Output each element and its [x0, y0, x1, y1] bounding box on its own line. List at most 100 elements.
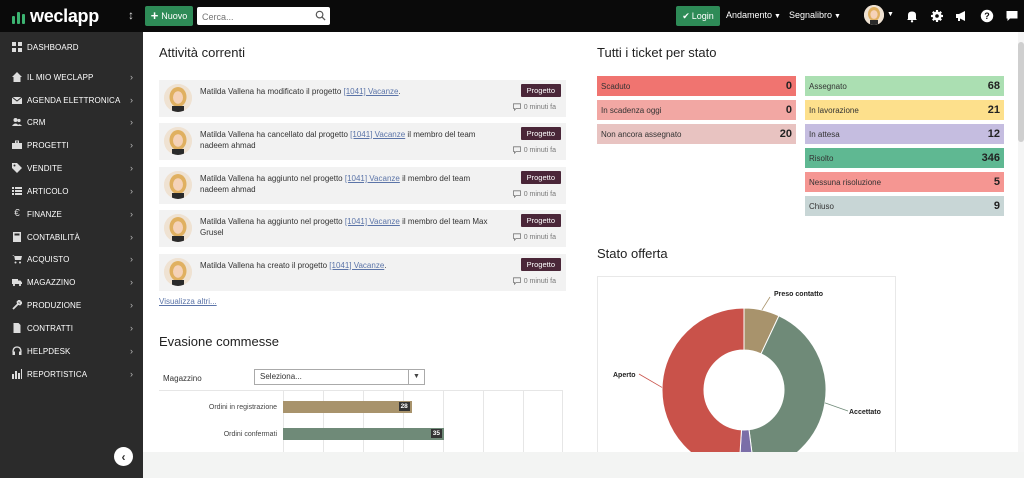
tickets-title: Tutti i ticket per stato [597, 45, 717, 60]
activity-time[interactable]: 0 minuti fa [512, 277, 556, 285]
sidebar-item-reportistica[interactable]: REPORTISTICA › [0, 363, 143, 385]
bell-icon[interactable] [905, 9, 919, 23]
sidebar-item-articolo[interactable]: ARTICOLO › [0, 180, 143, 202]
ticket-status-count: 0 [785, 104, 792, 116]
ticket-status-row[interactable]: Assegnato 68 [805, 76, 1004, 96]
ticket-status-row[interactable]: In lavorazione 21 [805, 100, 1004, 120]
login-button[interactable]: ✔ Login [676, 6, 720, 26]
avatar[interactable] [164, 258, 192, 286]
activity-time[interactable]: 0 minuti fa [512, 190, 556, 198]
top-bar: weclapp ↕ + Nuovo ✔ Login Andamento▼ Seg… [0, 0, 1024, 32]
ticket-status-row[interactable]: In attesa 12 [805, 124, 1004, 144]
project-tag[interactable]: Progetto [520, 258, 561, 271]
sidebar-item-magazzino[interactable]: MAGAZZINO › [0, 271, 143, 293]
activity-time-label: 0 minuti fa [523, 277, 556, 285]
sidebar-item-contabilita[interactable]: CONTABILITÀ › [0, 226, 143, 248]
calculator-icon [13, 232, 21, 242]
comment-icon [512, 146, 521, 154]
ticket-status-count: 346 [981, 152, 1000, 164]
sidebar-item-label: VENDITE [27, 163, 63, 173]
magazzino-select[interactable]: Seleziona... ▼ [254, 369, 425, 385]
project-link[interactable]: [1041] Vacanze [329, 261, 385, 270]
user-avatar[interactable] [864, 5, 884, 25]
chevron-right-icon: › [130, 163, 133, 173]
chevron-left-icon: ‹ [121, 449, 126, 464]
donut-slice[interactable] [748, 315, 827, 452]
scrollbar-thumb[interactable] [1018, 42, 1024, 142]
comment-icon [512, 277, 521, 285]
activity-text: Matilda Vallena ha modificato il progett… [200, 86, 490, 97]
sidebar-item-progetti[interactable]: PROGETTI › [0, 134, 143, 156]
project-tag[interactable]: Progetto [520, 84, 561, 97]
activity-item: Matilda Vallena ha creato il progetto [1… [159, 254, 566, 291]
sidebar-item-il-mio-weclapp[interactable]: IL MIO WECLAPP › [0, 66, 143, 88]
avatar[interactable] [164, 84, 192, 112]
activity-time[interactable]: 0 minuti fa [512, 146, 556, 154]
project-link[interactable]: [1041] Vacanze [343, 87, 399, 96]
project-tag[interactable]: Progetto [520, 127, 561, 140]
ticket-status-row[interactable]: Non ancora assegnato 20 [597, 124, 796, 144]
ticket-status-row[interactable]: Chiuso 9 [805, 196, 1004, 216]
project-tag[interactable]: Progetto [520, 214, 561, 227]
grid-line [483, 391, 484, 453]
bar[interactable]: 35 [283, 428, 444, 440]
user-menu-caret-icon[interactable]: ▼ [887, 11, 894, 18]
show-more-link[interactable]: Visualizza altri... [159, 297, 217, 306]
sidebar-item-acquisto[interactable]: ACQUISTO › [0, 248, 143, 270]
ticket-status-row[interactable]: Scaduto 0 [597, 76, 796, 96]
sidebar-item-finanze[interactable]: € FINANZE › [0, 203, 143, 225]
avatar[interactable] [164, 171, 192, 199]
caret-down-icon: ▼ [774, 13, 781, 20]
sidebar-item-dashboard[interactable]: DASHBOARD [0, 36, 143, 58]
search-icon[interactable] [315, 10, 326, 21]
avatar[interactable] [164, 214, 192, 242]
help-icon[interactable]: ? [980, 9, 994, 23]
chevron-down-icon: ▼ [408, 370, 424, 384]
ticket-status-row[interactable]: In scadenza oggi 0 [597, 100, 796, 120]
activity-time-label: 0 minuti fa [523, 190, 556, 198]
sidebar-item-label: ACQUISTO [27, 254, 70, 264]
sidebar-collapse-button[interactable]: ‹ [114, 447, 133, 466]
activity-time[interactable]: 0 minuti fa [512, 103, 556, 111]
sidebar-item-vendite[interactable]: VENDITE › [0, 157, 143, 179]
bar[interactable]: 28 [283, 401, 412, 413]
weclapp-logo[interactable]: weclapp [12, 6, 99, 27]
ticket-status-count: 12 [987, 128, 1000, 140]
nav-andamento[interactable]: Andamento ▼ [726, 10, 781, 20]
chevron-right-icon: › [130, 95, 133, 105]
project-link[interactable]: [1041] Vacanze [350, 130, 406, 139]
slice-label-connector [761, 296, 771, 311]
megaphone-icon[interactable] [954, 9, 968, 23]
sidebar-item-contratti[interactable]: CONTRATTI › [0, 317, 143, 339]
search-box [197, 7, 330, 26]
sidebar-item-produzione[interactable]: PRODUZIONE › [0, 294, 143, 316]
activity-time-label: 0 minuti fa [523, 146, 556, 154]
sidebar-item-label: DASHBOARD [27, 42, 79, 52]
chat-icon[interactable] [1005, 9, 1019, 23]
scrollbar-track[interactable] [1018, 32, 1024, 452]
grid-line [562, 391, 563, 453]
search-input[interactable] [197, 8, 309, 26]
new-button-label: Nuovo [161, 11, 188, 21]
avatar[interactable] [164, 127, 192, 155]
chevron-right-icon: › [130, 346, 133, 356]
ticket-status-count: 0 [785, 80, 792, 92]
sidebar-item-agenda-elettronica[interactable]: AGENDA ELETTRONICA › [0, 89, 143, 111]
new-button[interactable]: + Nuovo [145, 6, 193, 26]
project-tag[interactable]: Progetto [520, 171, 561, 184]
activity-text: Matilda Vallena ha creato il progetto [1… [200, 260, 490, 271]
activity-time[interactable]: 0 minuti fa [512, 233, 556, 241]
nav-segnalibro[interactable]: Segnalibro ▼ [789, 10, 841, 20]
sidebar-item-helpdesk[interactable]: HELPDESK › [0, 340, 143, 362]
donut-slice[interactable] [661, 307, 745, 452]
activity-text: Matilda Vallena ha aggiunto nel progetto… [200, 216, 490, 238]
ticket-status-count: 68 [987, 80, 1000, 92]
project-link[interactable]: [1041] Vacanze [344, 217, 400, 226]
project-link[interactable]: [1041] Vacanze [344, 174, 400, 183]
ticket-status-row[interactable]: Nessuna risoluzione 5 [805, 172, 1004, 192]
collapse-menu-icon[interactable]: ↕ [128, 8, 134, 22]
ticket-status-row[interactable]: Risolto 346 [805, 148, 1004, 168]
gear-icon[interactable] [930, 9, 944, 23]
comment-icon [512, 233, 521, 241]
sidebar-item-crm[interactable]: CRM › [0, 111, 143, 133]
